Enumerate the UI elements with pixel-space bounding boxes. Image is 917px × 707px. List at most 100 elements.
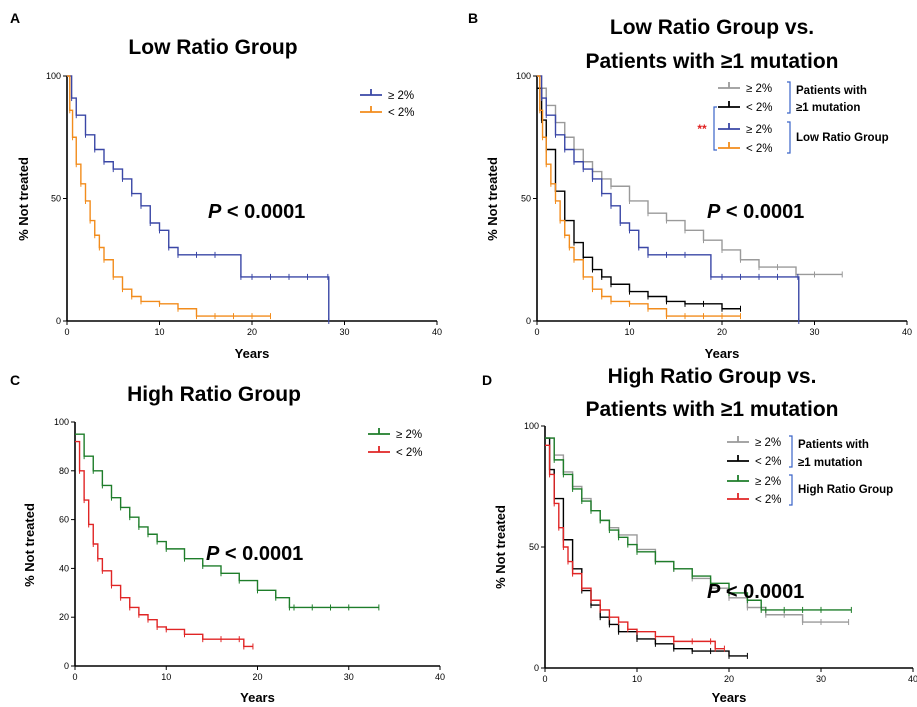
x-tick-label: 30	[339, 327, 349, 337]
x-tick-label: 10	[632, 674, 642, 684]
p-value-symbol: P	[707, 581, 721, 603]
legend-item: ≥ 2%	[727, 436, 781, 449]
legend-label: ≥ 2%	[755, 437, 781, 449]
legend-bracket	[789, 474, 793, 506]
legend-item: ≥ 2%	[360, 89, 414, 102]
p-value-text: < 0.0001	[720, 581, 804, 603]
x-tick-label: 20	[247, 327, 257, 337]
plot-series	[67, 75, 330, 324]
y-tick-label: 50	[51, 194, 61, 204]
legend-label: < 2%	[746, 102, 773, 114]
legend-label: ≥ 2%	[396, 429, 422, 441]
survival-curve-2	[67, 75, 271, 317]
y-tick-label: 100	[46, 71, 61, 81]
legend-label: < 2%	[755, 494, 782, 506]
p-value: P < 0.0001	[707, 201, 804, 223]
legend-item: ≥ 2%	[718, 82, 772, 95]
chart-title: Low Ratio Group vs.	[610, 16, 814, 39]
y-tick-label: 100	[516, 71, 531, 81]
y-tick-label: 0	[526, 316, 531, 326]
significance-marker: **	[697, 122, 707, 136]
x-tick-label: 10	[624, 327, 634, 337]
x-tick-label: 30	[816, 674, 826, 684]
panel-b: B Low Ratio Group vs. Patients with ≥1 mut…	[468, 10, 912, 361]
y-axis-label: % Not treated	[16, 157, 31, 241]
chart-title: Patients with ≥1 mutation	[585, 50, 838, 73]
x-axis-label: Years	[705, 346, 740, 361]
x-tick-label: 20	[252, 672, 262, 682]
panel-c: C High Ratio Group 0 10 20 30 40 0 20 40 60 80 100 Ye…	[10, 372, 445, 705]
legend-group-label: Patients with	[796, 85, 867, 97]
x-axis-label: Years	[235, 346, 270, 361]
p-value-symbol: P	[208, 201, 222, 223]
legend-bracket	[789, 435, 793, 468]
p-value-text: < 0.0001	[219, 543, 303, 565]
legend-item: ≥ 2%	[727, 475, 781, 488]
legend-label: ≥ 2%	[746, 83, 772, 95]
legend-group-label: ≥1 mutation	[798, 457, 862, 469]
survival-curve-1	[537, 87, 843, 276]
x-tick-label: 40	[908, 674, 917, 684]
legend-label: ≥ 2%	[755, 476, 781, 488]
p-value-text: < 0.0001	[720, 201, 804, 223]
legend-item: < 2%	[718, 142, 773, 155]
y-tick-label: 80	[59, 466, 69, 476]
x-tick-label: 0	[542, 674, 547, 684]
legend-label: ≥ 2%	[388, 90, 414, 102]
chart-title: Patients with ≥1 mutation	[585, 398, 838, 421]
legend-label: < 2%	[388, 107, 415, 119]
legend-label: < 2%	[746, 143, 773, 155]
legend-label: < 2%	[396, 447, 423, 459]
survival-curve-3	[545, 437, 852, 611]
x-tick-label: 0	[534, 327, 539, 337]
x-tick-label: 30	[809, 327, 819, 337]
panel-letter: A	[10, 10, 20, 26]
x-tick-label: 0	[72, 672, 77, 682]
y-tick-label: 40	[59, 563, 69, 573]
y-axis-label: % Not treated	[493, 505, 508, 589]
x-tick-label: 10	[154, 327, 164, 337]
survival-curve-2	[537, 87, 741, 310]
comparison-bracket	[713, 106, 717, 151]
x-axis-label: Years	[712, 690, 747, 705]
y-tick-label: 0	[64, 661, 69, 671]
y-tick-label: 100	[54, 417, 69, 427]
survival-curve-4	[545, 444, 725, 650]
plot-series	[537, 75, 843, 324]
legend-label: ≥ 2%	[746, 124, 772, 136]
survival-curve-1	[67, 75, 330, 321]
legend-bracket	[787, 121, 791, 154]
survival-curve-2	[75, 440, 253, 648]
p-value: P < 0.0001	[208, 201, 305, 223]
legend-group-label: ≥1 mutation	[796, 102, 860, 114]
y-tick-label: 100	[524, 421, 539, 431]
legend-item: ≥ 2%	[368, 428, 422, 441]
x-tick-label: 20	[717, 327, 727, 337]
panel-a: A Low Ratio Group 0 10 20 30 40 0 50 100 Years % No…	[10, 10, 442, 361]
y-tick-label: 20	[59, 612, 69, 622]
plot-series	[75, 433, 380, 650]
plot-series	[545, 437, 852, 659]
legend-item: < 2%	[718, 101, 773, 114]
y-tick-label: 50	[529, 542, 539, 552]
survival-curve-3	[537, 75, 800, 321]
legend-bracket	[787, 81, 791, 114]
y-axis-label: % Not treated	[22, 503, 37, 587]
p-value-symbol: P	[707, 201, 721, 223]
survival-curve-1	[75, 433, 379, 609]
legend-item: < 2%	[368, 446, 423, 459]
y-axis-label: % Not treated	[485, 157, 500, 241]
legend-group-label: Patients with	[798, 439, 869, 451]
x-tick-label: 20	[724, 674, 734, 684]
chart-title: High Ratio Group	[127, 383, 301, 406]
y-tick-label: 50	[521, 194, 531, 204]
legend-item: < 2%	[360, 106, 415, 119]
p-value: P < 0.0001	[206, 543, 303, 565]
panel-letter: D	[482, 372, 492, 388]
panel-letter: C	[10, 372, 20, 388]
chart-title: Low Ratio Group	[128, 36, 297, 59]
legend-item: < 2%	[727, 493, 782, 506]
chart-title: High Ratio Group vs.	[608, 365, 817, 388]
x-tick-label: 40	[435, 672, 445, 682]
x-tick-label: 0	[64, 327, 69, 337]
